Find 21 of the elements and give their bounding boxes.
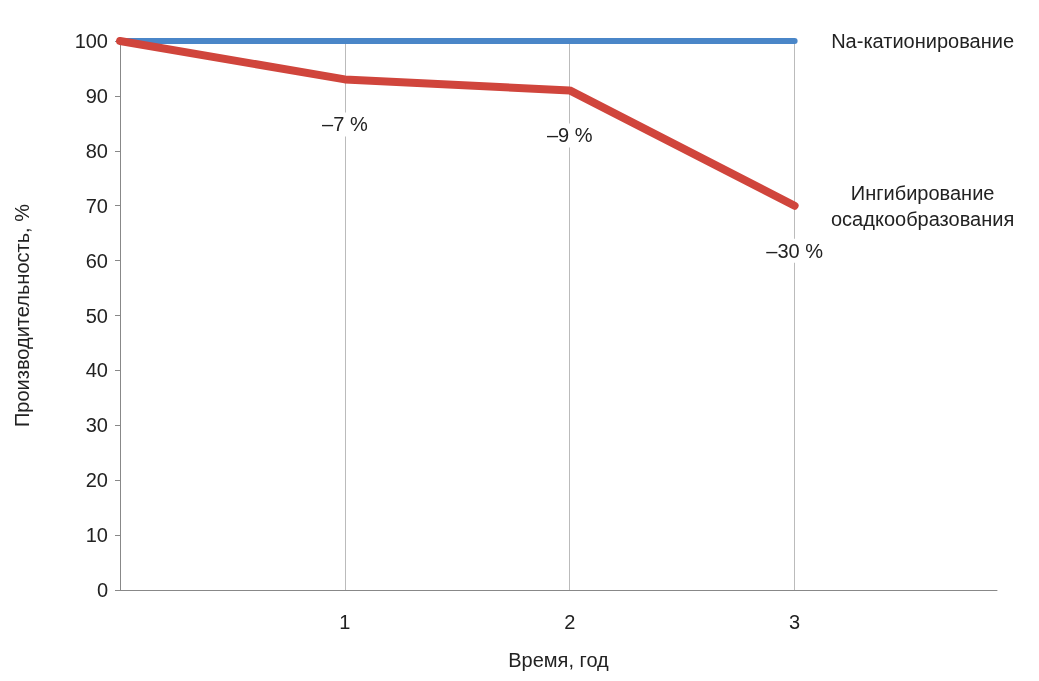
- y-tick-label: 90: [85, 84, 108, 107]
- x-tick-label: 1: [339, 611, 351, 633]
- y-tick-label: 80: [85, 139, 108, 162]
- y-tick-label: 100: [74, 30, 108, 52]
- y-axis-title: Производительность, %: [11, 203, 33, 428]
- x-tick-label: 3: [789, 611, 801, 633]
- y-tick-label: 40: [85, 359, 108, 382]
- annotation: –30 %: [766, 239, 824, 262]
- y-tick-label: 10: [85, 524, 108, 547]
- series-label: Ингибирование осадкообразования: [830, 181, 1015, 230]
- annotation: –9 %: [546, 124, 593, 147]
- x-tick-label: 2: [564, 611, 576, 633]
- x-axis-title: Время, год: [508, 649, 610, 671]
- y-tick-label: 60: [85, 249, 108, 272]
- annotation: –7 %: [322, 113, 368, 136]
- y-tick-label: 0: [96, 579, 108, 601]
- y-tick-label: 70: [85, 194, 108, 217]
- series-label: Na-катионирование: [831, 30, 1015, 52]
- y-tick-label: 50: [85, 304, 108, 327]
- y-tick-label: 20: [85, 469, 108, 492]
- y-tick-label: 30: [85, 414, 108, 437]
